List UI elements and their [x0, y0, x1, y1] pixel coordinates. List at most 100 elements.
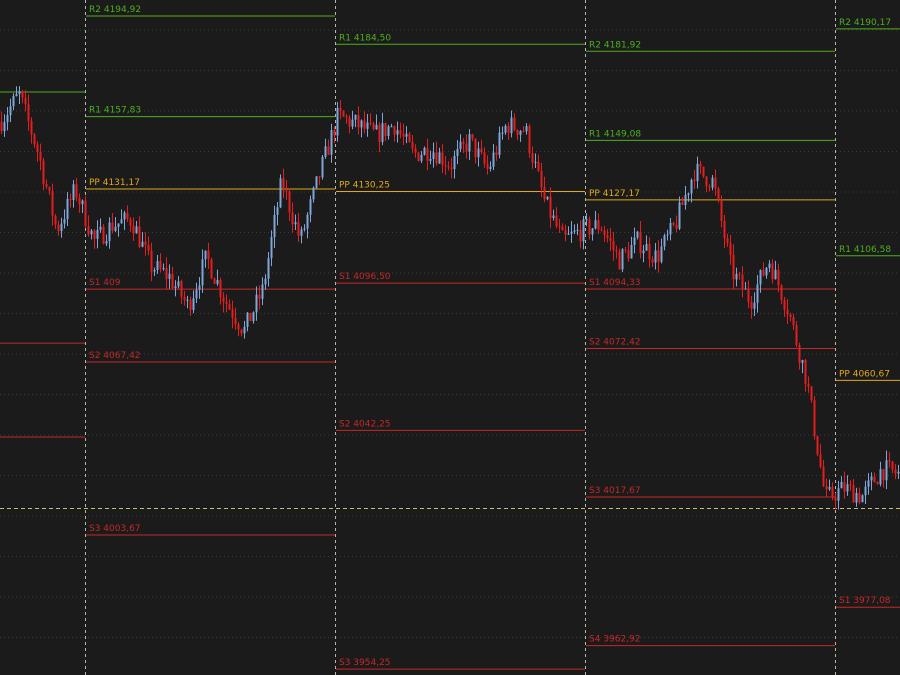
candle-body: [687, 193, 690, 195]
candle-body: [624, 249, 627, 251]
candle-body: [393, 126, 396, 135]
candle-body: [375, 124, 378, 130]
candle-body: [564, 230, 567, 235]
candle-body: [378, 124, 381, 143]
candle-body: [135, 226, 138, 234]
candle-body: [609, 237, 612, 241]
candle-body: [237, 324, 240, 330]
candle-body: [768, 263, 771, 268]
candle-body: [741, 274, 744, 290]
candle-body: [756, 284, 759, 303]
candle-body: [552, 215, 555, 219]
candle-body: [477, 148, 480, 158]
candle-body: [333, 130, 336, 136]
pivot-level-pp-label: PP 4130,25: [339, 181, 390, 191]
candle-body: [651, 259, 654, 263]
pivot-level-pp-label: PP 4060,67: [839, 369, 890, 379]
candle-body: [60, 223, 63, 232]
candle-body: [777, 269, 780, 286]
candle-body: [681, 202, 684, 205]
candle-body: [363, 120, 366, 129]
candle-body: [888, 460, 891, 462]
candle-body: [3, 122, 6, 132]
candle-body: [213, 278, 216, 284]
candle-body: [789, 314, 792, 318]
candle-body: [30, 120, 33, 135]
candle-body: [321, 156, 324, 178]
candle-body: [216, 279, 219, 284]
candle-body: [231, 309, 234, 318]
candle-body: [861, 495, 864, 503]
candle-body: [186, 299, 189, 301]
pivot-level-s2-label: S2 4067,42: [89, 351, 141, 361]
candle-body: [399, 130, 402, 135]
candle-body: [315, 176, 318, 188]
candle-body: [24, 97, 27, 105]
candle-body: [105, 241, 108, 244]
pivot-level-s1-label: S1 4096,50: [339, 272, 391, 282]
candle-body: [339, 107, 342, 112]
candle-body: [390, 126, 393, 128]
candle-body: [234, 317, 237, 325]
candle-body: [747, 288, 750, 302]
candle-body: [873, 476, 876, 483]
candle-body: [444, 165, 447, 167]
candle-body: [534, 161, 537, 163]
candle-body: [594, 220, 597, 229]
candle-body: [120, 219, 123, 224]
candle-body: [114, 226, 117, 231]
candle-body: [435, 152, 438, 164]
candle-body: [828, 487, 831, 490]
pivot-level-pp-label: PP 4131,17: [89, 178, 140, 188]
candle-body: [540, 170, 543, 188]
candle-body: [177, 281, 180, 287]
candle-body: [414, 148, 417, 153]
candle-body: [894, 469, 897, 474]
candle-body: [396, 130, 399, 135]
pivot-level-r2-label: R2 4181,92: [589, 40, 641, 50]
candle-body: [87, 226, 90, 235]
candle-body: [297, 222, 300, 236]
candle-body: [684, 194, 687, 205]
candle-body: [513, 117, 516, 130]
candle-body: [546, 196, 549, 200]
candle-body: [336, 107, 339, 136]
pivot-level-s4-label: S4 3962,92: [589, 635, 641, 645]
candle-body: [225, 301, 228, 305]
candle-body: [657, 250, 660, 262]
candle-body: [876, 482, 879, 485]
candle-body: [366, 122, 369, 129]
pivot-level-s2-label: S2 4042,25: [339, 419, 391, 429]
candle-body: [18, 91, 21, 94]
candle-body: [174, 286, 177, 289]
candle-body: [597, 220, 600, 230]
candle-body: [150, 250, 153, 272]
candle-body: [6, 115, 9, 123]
candle-body: [441, 152, 444, 166]
candle-body: [438, 152, 441, 164]
candle-body: [93, 230, 96, 239]
candle-body: [804, 360, 807, 384]
candle-body: [198, 285, 201, 290]
pivot-level-s3-label: S3 3954,25: [339, 658, 391, 668]
pivot-level-pp-label: PP 4127,17: [589, 189, 640, 199]
candle-body: [555, 215, 558, 227]
candle-body: [780, 285, 783, 300]
pivot-level-r2-label: R2 4194,92: [89, 5, 141, 15]
candle-body: [342, 111, 345, 117]
candle-body: [0, 121, 3, 132]
candle-body: [720, 199, 723, 221]
candle-body: [765, 267, 768, 276]
candle-body: [27, 104, 30, 121]
candle-body: [753, 302, 756, 309]
candle-body: [423, 147, 426, 155]
candle-body: [279, 178, 282, 208]
candle-body: [591, 228, 594, 235]
candle-body: [615, 250, 618, 252]
candle-body: [507, 125, 510, 134]
candle-body: [402, 134, 405, 137]
candle-body: [579, 229, 582, 242]
candle-body: [276, 207, 279, 215]
candle-body: [879, 469, 882, 485]
candle-body: [576, 229, 579, 231]
